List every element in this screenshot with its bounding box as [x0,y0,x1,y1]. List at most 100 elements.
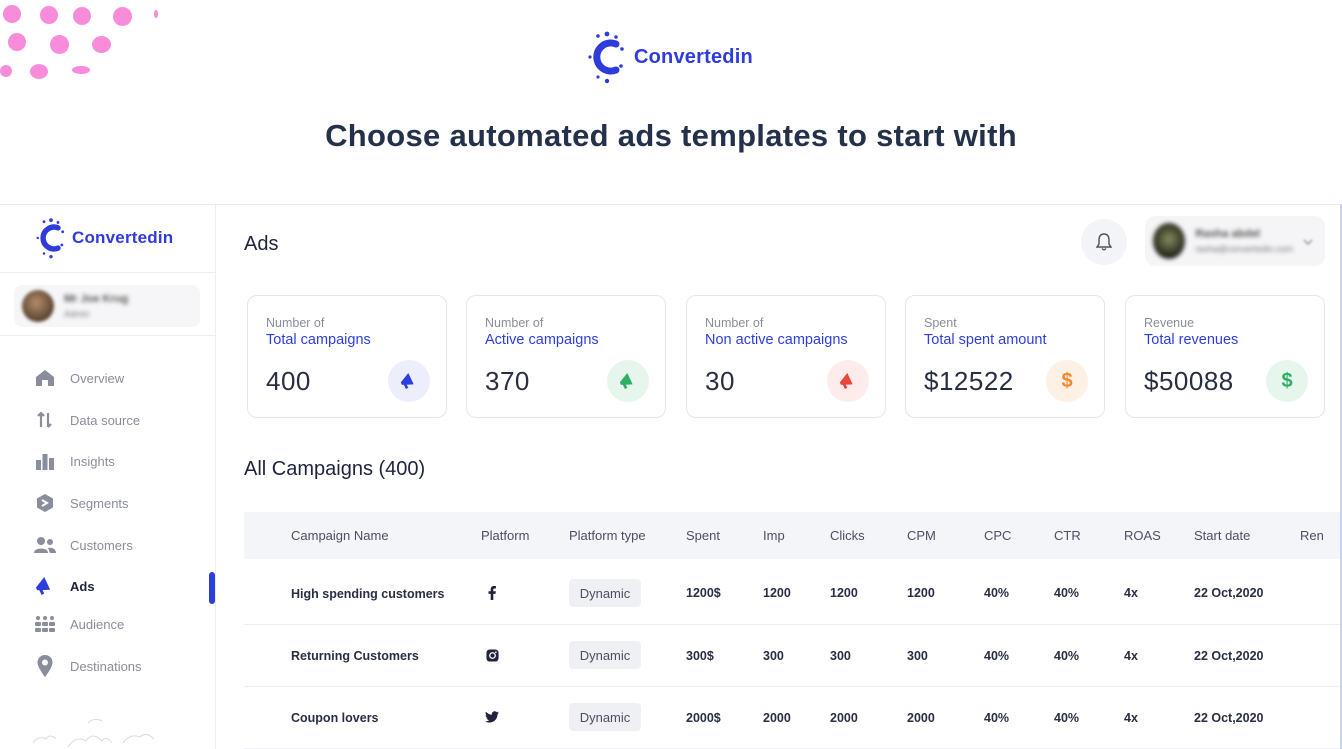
stat-value: 30 [705,366,735,396]
convertedin-logo-icon [36,218,65,259]
user-name: Mr Joe Krug [64,293,129,305]
table-row[interactable]: Coupon lovers Dynamic 2000$ 2000 2000 20… [244,687,1340,749]
campaign-name[interactable]: Returning Customers [291,649,419,663]
column-header[interactable]: CPM [907,528,936,543]
cell-cpm: 300 [907,649,928,663]
sidebar-item-label: Overview [70,370,125,386]
stat-value: 370 [485,366,530,396]
campaigns-section-title: All Campaigns (400) [244,458,426,480]
table-row[interactable]: High spending customers Dynamic 1200$ 12… [244,563,1340,625]
cell-roas: 4x [1124,649,1138,663]
brand-name: Convertedin [634,45,753,68]
cell-ctr: 40% [1054,711,1080,725]
stat-title: Total spent amount [924,332,1047,348]
audience-icon [34,614,56,634]
sidebar-item-insights[interactable]: Insights [34,451,214,471]
column-header[interactable]: Ren [1300,528,1324,543]
column-header[interactable]: Spent [686,528,720,543]
cell-start-date: 22 Oct,2020 [1194,711,1264,725]
users-icon [34,535,56,555]
sidebar-item-customers[interactable]: Customers [34,535,214,555]
profile-menu[interactable]: Rasha abdel rasha@convertedin.com [1145,216,1325,266]
stat-value: 400 [266,366,311,396]
cell-spent: 2000$ [686,711,721,725]
campaign-name[interactable]: Coupon lovers [291,711,379,725]
stat-title: Non active campaigns [705,332,848,348]
user-card[interactable]: Mr Joe Krug Admin [14,285,200,327]
table-row[interactable]: Returning Customers Dynamic 300$ 300 300… [244,625,1340,687]
sidebar-item-audience[interactable]: Audience [34,614,214,634]
cell-cpm: 2000 [907,711,935,725]
instagram-icon [484,647,500,663]
megaphone-icon [607,360,649,402]
sidebar: Convertedin Mr Joe Krug Admin Overview D… [0,205,216,749]
sidebar-item-label: Ads [70,578,95,594]
stat-title: Total campaigns [266,332,371,348]
user-role: Admin [64,309,90,319]
facebook-icon [484,585,500,601]
cell-clicks: 300 [830,649,851,663]
megaphone-icon [827,360,869,402]
profile-name: Rasha abdel [1195,228,1261,240]
dollar-icon: $ [1046,360,1088,402]
stat-label: Revenue [1144,316,1195,330]
column-header[interactable]: Imp [763,528,785,543]
stat-title: Total revenues [1144,332,1239,348]
page-title: Ads [244,233,279,255]
segments-icon [34,493,56,513]
column-header[interactable]: CTR [1054,528,1081,543]
sidebar-logo[interactable]: Convertedin [34,217,173,259]
sidebar-item-ads[interactable]: Ads [34,576,214,596]
platform-type-chip: Dynamic [569,703,641,731]
sidebar-item-data-source[interactable]: Data source [34,410,214,430]
platform-type-chip: Dynamic [569,579,641,607]
cell-ctr: 40% [1054,586,1080,600]
cell-spent: 1200$ [686,586,721,600]
stat-label: Spent [924,316,957,330]
column-header[interactable]: ROAS [1124,528,1161,543]
cell-spent: 300$ [686,649,714,663]
column-header[interactable]: Platform type [569,528,646,543]
cell-cpc: 40% [984,649,1010,663]
stat-card-total-campaigns: Number of Total campaigns 400 [247,295,447,418]
column-header[interactable]: Platform [481,528,530,543]
column-header[interactable]: Clicks [830,528,865,543]
cell-start-date: 22 Oct,2020 [1194,649,1264,663]
cell-imp: 1200 [763,586,791,600]
cloud-illustration [28,713,168,749]
stat-value: $12522 [924,366,1014,396]
megaphone-icon [34,576,56,596]
column-header[interactable]: Start date [1194,528,1251,543]
column-header[interactable]: CPC [984,528,1012,543]
cell-roas: 4x [1124,711,1138,725]
stat-title: Active campaigns [485,332,599,348]
sidebar-item-destinations[interactable]: Destinations [34,655,214,677]
stat-card-non-active-campaigns: Number of Non active campaigns 30 [686,295,886,418]
location-pin-icon [34,655,56,677]
sidebar-item-segments[interactable]: Segments [34,493,214,513]
megaphone-icon [388,360,430,402]
cell-cpc: 40% [984,711,1010,725]
dollar-icon: $ [1266,360,1308,402]
cell-imp: 2000 [763,711,791,725]
stat-card-total-spent: Spent Total spent amount $12522 $ [905,295,1105,418]
campaign-name[interactable]: High spending customers [291,587,445,601]
avatar [1153,223,1186,259]
sidebar-item-label: Segments [70,495,129,511]
column-header[interactable]: Campaign Name [291,528,389,543]
sidebar-item-label: Data source [70,412,141,428]
sidebar-brand-name: Convertedin [72,228,174,247]
notifications-button[interactable] [1081,219,1127,265]
sidebar-item-label: Customers [70,537,133,553]
cell-start-date: 22 Oct,2020 [1194,586,1264,600]
stat-card-active-campaigns: Number of Active campaigns 370 [466,295,666,418]
top-brand-logo: Convertedin [586,30,753,84]
app-window: Convertedin Mr Joe Krug Admin Overview D… [0,204,1342,749]
sidebar-item-label: Insights [70,453,115,469]
stat-label: Number of [485,316,544,330]
cell-ctr: 40% [1054,649,1080,663]
data-source-icon [34,410,56,430]
profile-email: rasha@convertedin.com [1195,244,1293,254]
cell-imp: 300 [763,649,784,663]
sidebar-item-overview[interactable]: Overview [34,368,214,388]
